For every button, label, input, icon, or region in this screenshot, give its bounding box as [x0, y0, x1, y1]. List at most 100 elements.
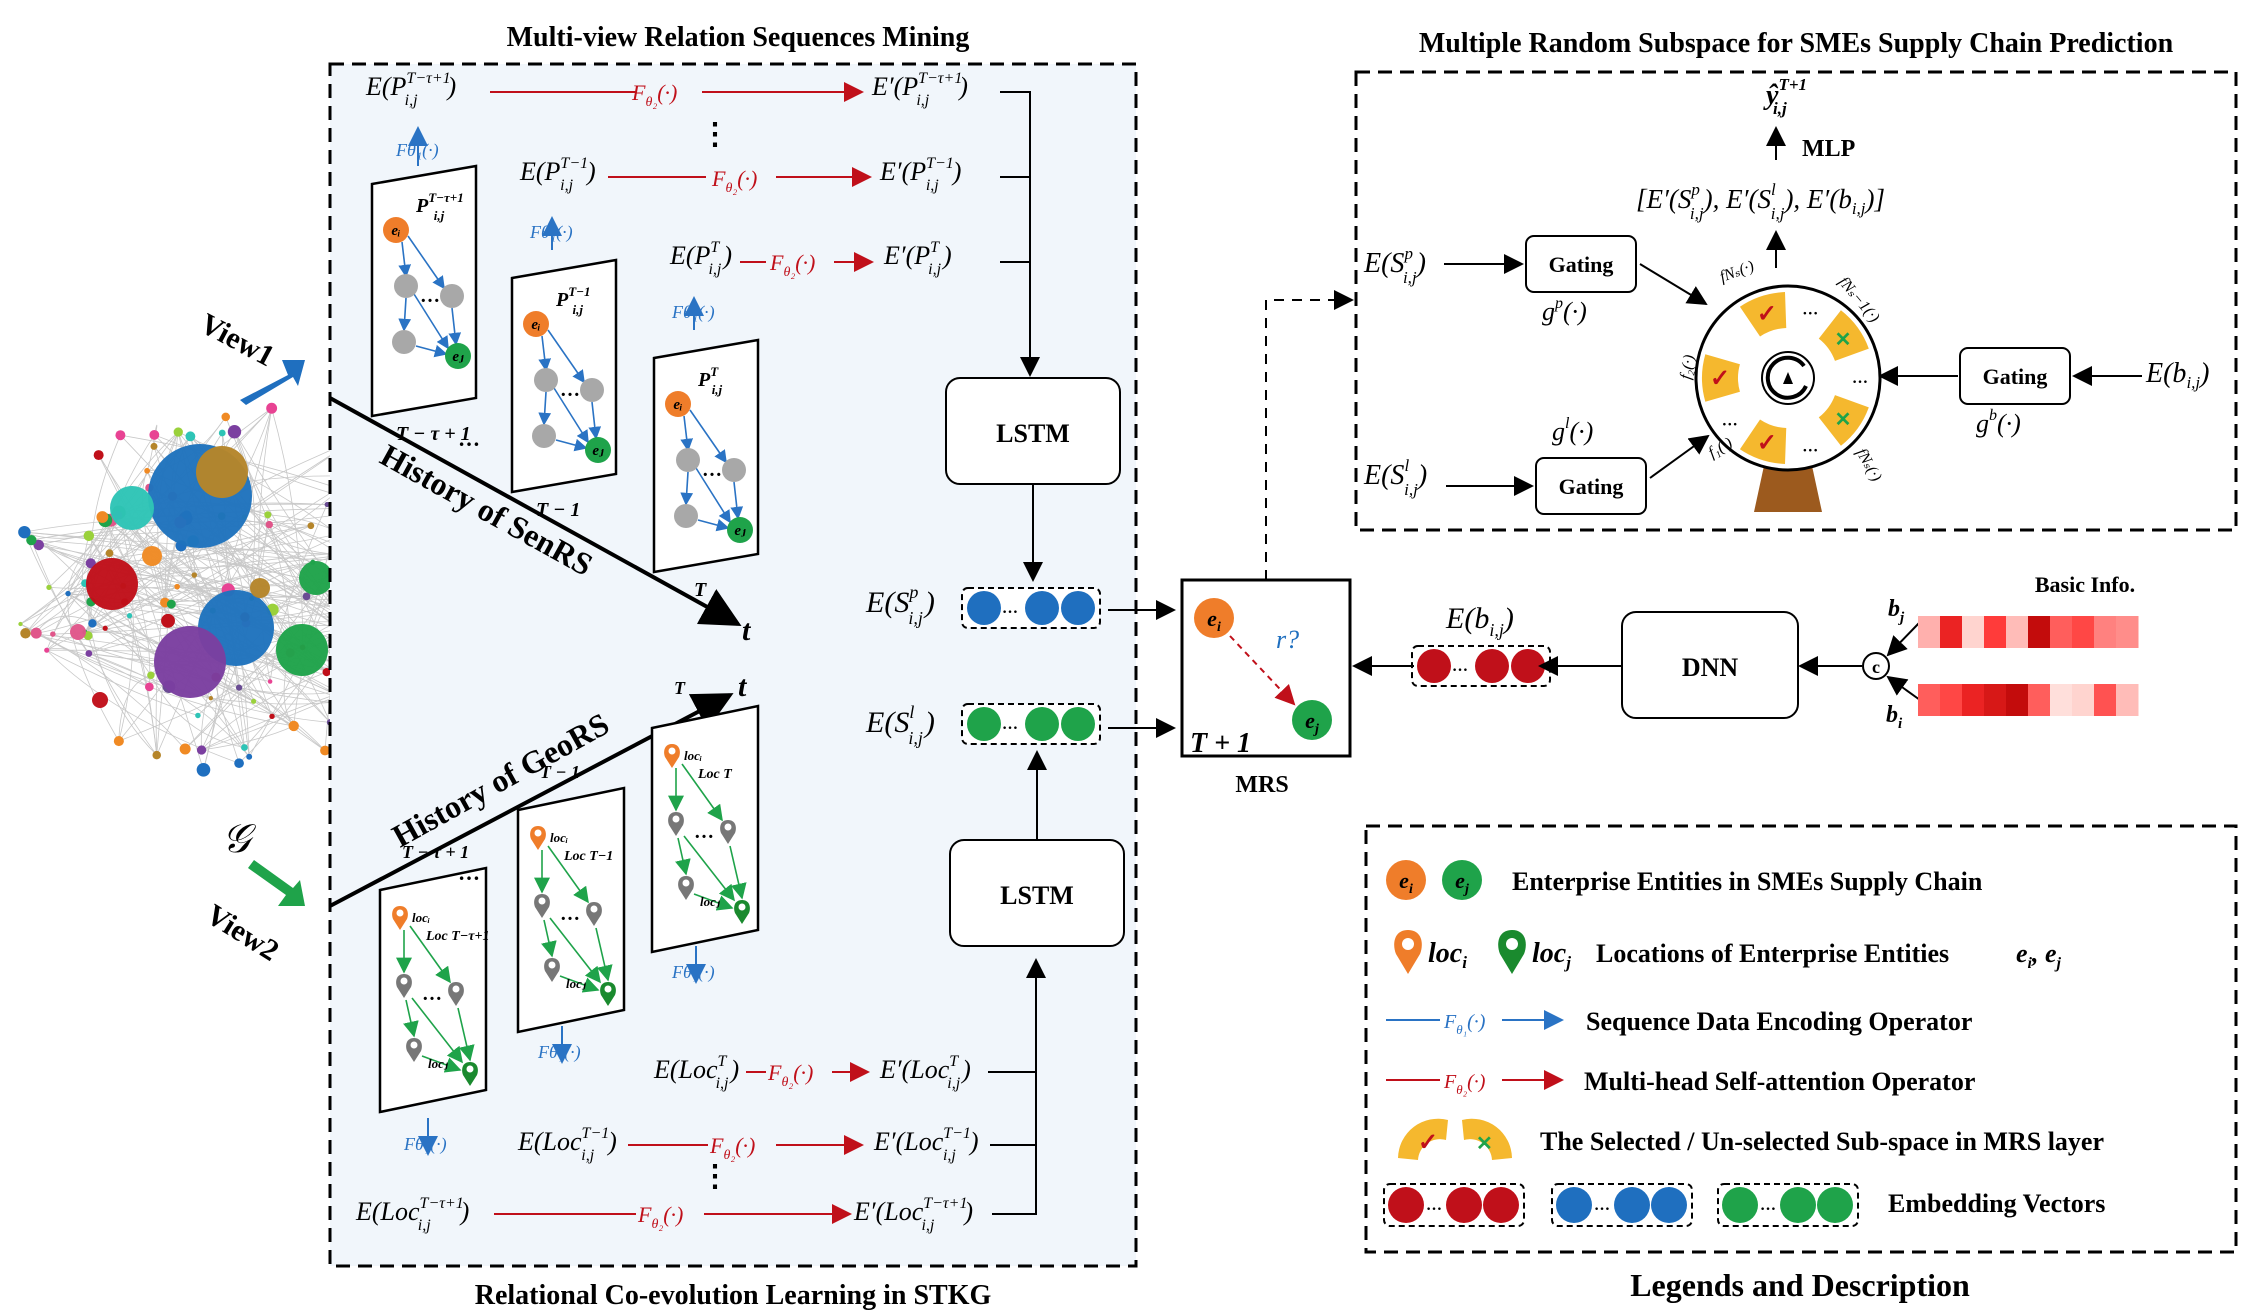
network-node — [113, 736, 124, 747]
sp-vector-dot — [967, 591, 1001, 625]
gate-l-input: E(Sl i,j) — [1363, 456, 1427, 499]
heat-cell — [2072, 684, 2095, 716]
svg-text:gb(·): gb(·) — [1976, 407, 2021, 438]
view2-label: View2 — [200, 898, 284, 968]
legend-text-4: The Selected / Un-selected Sub-space in … — [1540, 1127, 2104, 1156]
network-node — [147, 671, 155, 679]
network-node — [221, 412, 230, 422]
svg-text:…: … — [1426, 1197, 1442, 1214]
svg-text:✓: ✓ — [1418, 1130, 1438, 1156]
b-vector-dot — [1417, 649, 1451, 683]
network-node — [307, 522, 315, 530]
loc-pin — [678, 876, 694, 900]
graph-node — [383, 217, 409, 243]
svg-text:locⱼ: locⱼ — [700, 894, 721, 909]
gate-p-input: E(Sp i,j) — [1363, 244, 1426, 287]
svg-text:eⱼ: eⱼ — [734, 523, 746, 539]
legend-vector-dot — [1446, 1187, 1482, 1223]
svg-text:…: … — [1002, 600, 1018, 617]
graph-node — [440, 284, 464, 308]
svg-text:Loc T: Loc T — [697, 767, 733, 782]
gating-b-label: Gating — [1983, 364, 2048, 389]
loc-pin — [396, 974, 412, 998]
concat-icon — [1862, 652, 1890, 680]
heat-cell — [2006, 616, 2029, 648]
network-node — [126, 613, 133, 619]
network-node — [235, 684, 243, 691]
svg-text:✕: ✕ — [1835, 329, 1852, 351]
legend-entity-row: ei ej Enterprise Entities in SMEs Supply… — [1386, 860, 1983, 900]
heat-cell — [1940, 616, 1963, 648]
legend-subspace-row: ✓ ✕ The Selected / Un-selected Sub-space… — [1398, 1118, 2104, 1160]
svg-text:⋮: ⋮ — [700, 118, 730, 151]
network-node — [33, 539, 44, 551]
geors-t-label: t — [738, 670, 748, 703]
svg-text:eᵢ: eᵢ — [391, 223, 400, 239]
legend-text-2: Sequence Data Encoding Operator — [1586, 1007, 1972, 1036]
dnn-label: DNN — [1682, 653, 1739, 682]
svg-text:locj: locj — [1532, 938, 1571, 972]
graph-node — [585, 437, 611, 463]
loc-j-pin — [600, 982, 616, 1006]
subspace-title: Multiple Random Subspace for SMEs Supply… — [1419, 28, 2174, 59]
loc-pin — [406, 1038, 422, 1062]
selected-subspace — [1702, 354, 1740, 402]
gating-p-block — [1525, 235, 1637, 293]
sl-vector-dot — [967, 707, 1001, 741]
loc-pin — [668, 812, 684, 836]
network-node — [144, 467, 150, 474]
network-node — [195, 712, 201, 719]
mrs-t1-label: T + 1 — [1190, 728, 1251, 759]
svg-text:…: … — [420, 285, 440, 307]
subspace-wheel: ✓ …✕…✕…✓…✓fNₛ(·)fNₛ−1(·)f₂(·)f₁(·) fNₛ(·) — [1677, 258, 1885, 512]
unselected-subspace — [1818, 395, 1869, 446]
network-node — [161, 613, 175, 628]
entity-ei-icon — [1386, 860, 1426, 900]
svg-text:…: … — [1722, 412, 1738, 429]
sl-vector: … — [961, 703, 1101, 745]
loc-i-pin — [530, 826, 546, 850]
network-node — [30, 627, 42, 639]
network-node — [144, 682, 154, 692]
legend-text-3: Multi-head Self-attention Operator — [1584, 1067, 1975, 1096]
network-hub-node — [110, 486, 154, 530]
graph-node — [674, 504, 698, 528]
network-node — [85, 650, 93, 657]
svg-text:locᵢ: locᵢ — [684, 748, 702, 763]
bi-heatmap — [1918, 684, 2139, 716]
view1-label: View1 — [195, 307, 280, 373]
subspace-function-label: f₂(·) — [1677, 353, 1698, 380]
sp-vector: … — [961, 587, 1101, 629]
loc-pin — [720, 820, 736, 844]
svg-text:✓: ✓ — [1757, 301, 1777, 327]
mrs-relation-label: r? — [1276, 625, 1299, 654]
senrs-t-label: t — [742, 614, 752, 647]
svg-text:c: c — [1872, 657, 1880, 677]
network-node — [83, 530, 95, 542]
svg-text:…: … — [1802, 438, 1818, 455]
network-node — [173, 427, 183, 437]
network-node — [149, 429, 160, 440]
graph-node — [532, 424, 556, 448]
legend-vector-dot — [1483, 1187, 1519, 1223]
legend-text-0: Enterprise Entities in SMEs Supply Chain — [1512, 867, 1983, 896]
svg-text:locᵢ: locᵢ — [412, 910, 430, 925]
heat-cell — [2028, 684, 2051, 716]
frame-time-label: T — [674, 678, 686, 698]
subspace-function-label: fNₛ(·) — [1718, 258, 1757, 286]
svg-text:locⱼ: locⱼ — [566, 976, 587, 991]
frame-time-label: T − 1 — [536, 499, 580, 521]
loc-pin — [544, 958, 560, 982]
svg-text:…: … — [702, 459, 722, 481]
network-node — [115, 430, 126, 441]
sp-vector-dot — [1061, 591, 1095, 625]
bj-heatmap — [1918, 616, 2139, 648]
network-node — [18, 525, 31, 539]
legend-vector-dot — [1614, 1187, 1650, 1223]
network-node — [44, 647, 50, 653]
sl-vector-dot — [1025, 707, 1059, 741]
svg-text:…: … — [560, 903, 580, 925]
network-node — [322, 668, 331, 677]
svg-text:…: … — [1452, 658, 1468, 675]
